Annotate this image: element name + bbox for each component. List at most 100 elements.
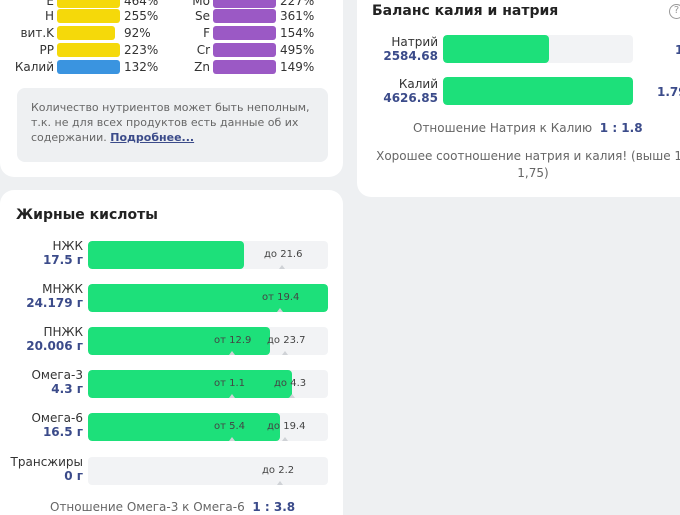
kna-value: 4626.85 xyxy=(383,91,438,105)
vitamin-value: 223% xyxy=(124,43,159,57)
mineral-label-text: Zn xyxy=(194,60,210,74)
omega-ratio-value: 1 : 3.8 xyxy=(252,500,296,514)
norm-mark-label: до 2.2 xyxy=(262,465,295,476)
vitamin-label-text: PP xyxy=(39,43,54,57)
mineral-label: Zn xyxy=(170,60,210,74)
omega-ratio-label: Отношение Омега-3 к Омега-6 xyxy=(50,500,245,514)
fatty-acid-name: Трансжиры xyxy=(10,455,83,469)
vitamin-label-text: E xyxy=(46,0,54,8)
vitamin-bar xyxy=(57,26,115,40)
norm-mark-label: до 23.7 xyxy=(267,335,306,346)
kna-fill xyxy=(443,35,549,63)
fatty-acid-row: ПНЖК 20.006 г от 12.9 до 23.7 xyxy=(0,325,343,357)
fatty-acid-value: 0 г xyxy=(64,469,83,483)
mineral-value: 495% xyxy=(280,43,315,57)
mineral-label: Se xyxy=(170,9,210,23)
vitamin-value: 132% xyxy=(124,60,159,74)
kna-name: Калий xyxy=(398,77,438,91)
fatty-acid-track: до 2.2 xyxy=(88,457,328,485)
vitamin-value: 92% xyxy=(124,26,151,40)
mineral-label-text: Cr xyxy=(196,43,210,57)
fatty-acid-track: до 21.6 xyxy=(88,241,328,269)
omega-ratio: Отношение Омега-3 к Омега-6 1 : 3.8 xyxy=(50,500,295,514)
fatty-acid-row: Омега-6 16.5 г от 5.4 до 19.4 xyxy=(0,411,343,443)
note-text: Количество нутриентов может быть неполны… xyxy=(31,101,310,144)
fatty-acids-card: Жирные кислоты НЖК 17.5 г до 21.6 МНЖК 24.17… xyxy=(0,190,343,515)
fatty-acid-track: от 19.4 xyxy=(88,284,328,312)
norm-tick xyxy=(279,265,285,269)
help-icon[interactable]: ? xyxy=(669,4,680,19)
mineral-bar xyxy=(213,0,276,8)
mineral-value: 149% xyxy=(280,60,315,74)
mineral-label: Mo xyxy=(170,0,210,8)
vitamin-bar xyxy=(57,43,120,57)
kna-verdict: Хорошее соотношение натрия и калия! (выш… xyxy=(376,149,680,180)
fatty-acid-row: НЖК 17.5 г до 21.6 xyxy=(0,239,343,271)
vitamin-value: 255% xyxy=(124,9,159,23)
kna-ratio-value: 1 : 1.8 xyxy=(599,121,643,135)
mineral-value: 154% xyxy=(280,26,315,40)
fatty-acid-fill xyxy=(88,284,328,312)
mineral-label-text: F xyxy=(203,26,210,40)
kna-ratio-label: Отношение Натрия к Калию xyxy=(413,121,593,135)
fatty-acid-name: Омега-6 xyxy=(31,411,83,425)
fatty-acid-value: 24.179 г xyxy=(26,296,83,310)
norm-tick xyxy=(282,351,288,355)
norm-tick xyxy=(229,437,235,441)
fatty-acid-value: 20.006 г xyxy=(26,339,83,353)
norm-tick xyxy=(282,437,288,441)
fatty-acid-track: от 12.9 до 23.7 xyxy=(88,327,328,355)
vitamin-label-text: Калий xyxy=(14,60,54,74)
norm-mark-label: от 12.9 xyxy=(214,335,252,346)
vitamin-label-text: вит.K xyxy=(20,26,54,40)
fatty-acid-row: Омега-3 4.3 г от 1.1 до 4.3 xyxy=(0,368,343,400)
mineral-label-text: Mo xyxy=(192,0,210,8)
mineral-label: F xyxy=(170,26,210,40)
mineral-bar xyxy=(213,26,276,40)
kna-ratio: Отношение Натрия к Калию 1 : 1.8 xyxy=(413,121,643,135)
fatty-acid-track: от 1.1 до 4.3 xyxy=(88,370,328,398)
fatty-acid-name: НЖК xyxy=(52,239,83,253)
fatty-acids-title: Жирные кислоты xyxy=(16,207,158,223)
vitamin-bar xyxy=(57,0,120,8)
norm-tick xyxy=(277,481,283,485)
fatty-acid-fill xyxy=(88,413,280,441)
fatty-acid-name: ПНЖК xyxy=(43,325,84,339)
fatty-acid-name: МНЖК xyxy=(42,282,83,296)
kna-side-value: 1.79 xyxy=(657,85,680,99)
fatty-acid-value: 16.5 г xyxy=(42,425,83,439)
vitamin-label: PP xyxy=(0,43,54,57)
norm-mark-label: от 5.4 xyxy=(214,421,246,432)
vitamin-label: Калий xyxy=(0,60,54,74)
more-link[interactable]: Подробнее... xyxy=(110,131,195,144)
norm-tick xyxy=(229,351,235,355)
vitamin-label: E xyxy=(0,0,54,8)
vitamin-bar xyxy=(57,9,120,23)
mineral-bar xyxy=(213,60,276,74)
kna-name: Натрий xyxy=(391,35,438,49)
norm-tick xyxy=(289,394,295,398)
fatty-acid-value: 4.3 г xyxy=(51,382,83,396)
vitamins-minerals-card: E 464% H 255% вит.K 92% PP 223% Калий 132% Mo 227%… xyxy=(0,0,343,177)
norm-tick xyxy=(229,394,235,398)
vitamin-label-text: H xyxy=(44,9,54,23)
potassium-sodium-card: Баланс калия и натрия ? Натрий 2584.68 1 Ка… xyxy=(357,0,680,197)
norm-mark-label: от 19.4 xyxy=(262,292,300,303)
fatty-acid-name: Омега-3 xyxy=(31,368,83,382)
nutrient-note: Количество нутриентов может быть неполны… xyxy=(17,88,328,162)
kna-fill xyxy=(443,77,633,105)
norm-mark-label: до 19.4 xyxy=(267,421,306,432)
fatty-acid-value: 17.5 г xyxy=(42,253,83,267)
fatty-acid-fill xyxy=(88,327,270,355)
norm-mark-label: до 21.6 xyxy=(264,249,303,260)
norm-mark-label: от 1.1 xyxy=(214,378,246,389)
kna-title: Баланс калия и натрия xyxy=(372,3,559,19)
mineral-bar xyxy=(213,43,276,57)
kna-value: 2584.68 xyxy=(383,49,438,63)
vitamin-bar xyxy=(57,60,120,74)
fatty-acid-row: Трансжиры 0 г до 2.2 xyxy=(0,455,343,487)
vitamin-value: 464% xyxy=(124,0,159,8)
kna-track xyxy=(443,77,633,105)
fatty-acid-fill xyxy=(88,370,292,398)
mineral-value: 361% xyxy=(280,9,315,23)
